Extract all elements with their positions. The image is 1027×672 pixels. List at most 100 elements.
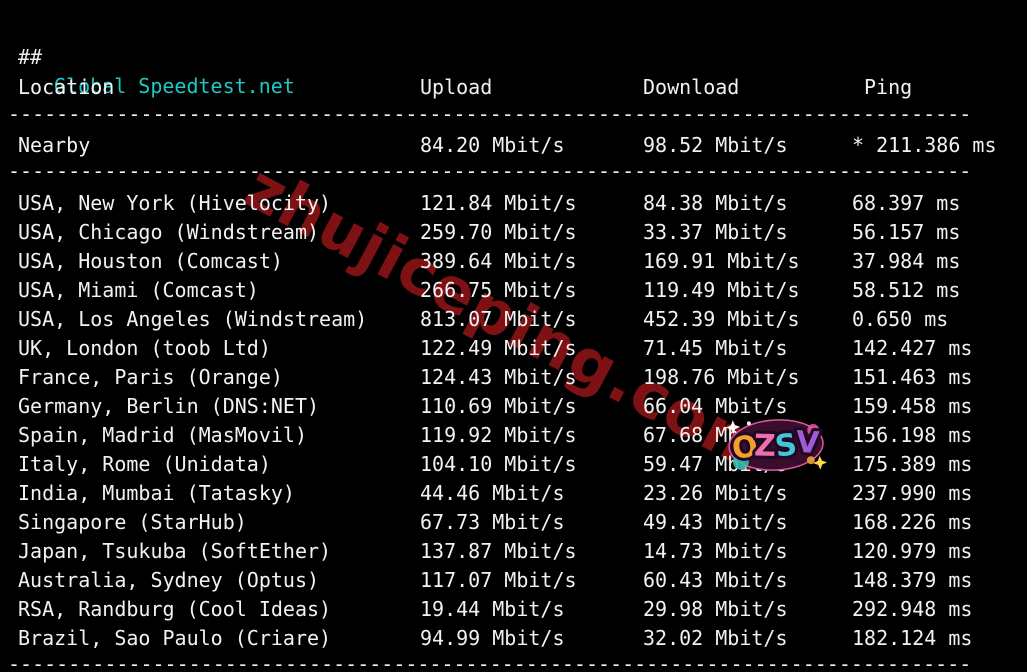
speed-row: Japan, Tsukuba (SoftEther) 137.87 Mbit/s… [0, 537, 1027, 566]
location-cell: Italy, Rome (Unidata) [18, 452, 271, 476]
ping-cell: 142.427 ms [852, 336, 973, 360]
title-text: Global Speedtest.net [54, 74, 295, 98]
nearby-row: Nearby 84.20 Mbit/s 98.52 Mbit/s * 211.3… [0, 131, 1027, 160]
upload-cell: 259.70 Mbit/s [420, 220, 577, 244]
ping-cell: 148.379 ms [852, 568, 973, 592]
download-cell: 84.38 Mbit/s [643, 191, 788, 215]
upload-cell: 117.07 Mbit/s [420, 568, 577, 592]
sparkle-icon [746, 421, 751, 426]
sticker-splat-pink [807, 424, 820, 437]
upload-cell: 266.75 Mbit/s [420, 278, 577, 302]
sticker-splat-teal [732, 453, 749, 470]
ping-cell: 37.984 ms [852, 249, 961, 273]
ping-cell: 159.458 ms [852, 394, 973, 418]
location-cell: India, Mumbai (Tatasky) [18, 481, 295, 505]
ping-cell: 68.397 ms [852, 191, 961, 215]
download-cell: 14.73 Mbit/s [643, 539, 788, 563]
sticker-splat-orange [806, 456, 815, 465]
separator-line: ----------------------------------------… [8, 102, 972, 126]
location-cell: RSA, Randburg (Cool Ideas) [18, 597, 332, 621]
location-cell: USA, Miami (Comcast) [18, 278, 259, 302]
header-ping: Ping [864, 75, 913, 99]
download-cell: 29.98 Mbit/s [643, 597, 788, 621]
speed-row: USA, New York (Hivelocity) 121.84 Mbit/s… [0, 189, 1027, 218]
sparkle-icon [813, 455, 828, 470]
sparkle-icon [726, 420, 741, 435]
download-cell: 452.39 Mbit/s [643, 307, 800, 331]
sticker-letter: V [795, 425, 821, 461]
upload-cell: 104.10 Mbit/s [420, 452, 577, 476]
speed-row: Italy, Rome (Unidata) 104.10 Mbit/s 59.4… [0, 450, 1027, 479]
speed-row: Brazil, Sao Paulo (Criare) 94.99 Mbit/s … [0, 624, 1027, 653]
speed-row: USA, Houston (Comcast) 389.64 Mbit/s 169… [0, 247, 1027, 276]
location-cell: USA, Chicago (Windstream) [18, 220, 320, 244]
header-location: Location [18, 75, 115, 99]
separator-line: ----------------------------------------… [8, 159, 972, 183]
title-hash-prefix: ## [18, 45, 43, 69]
ping-cell: * 211.386 ms [852, 133, 997, 157]
upload-cell: 110.69 Mbit/s [420, 394, 577, 418]
download-cell: 119.49 Mbit/s [643, 278, 800, 302]
separator-line: ----------------------------------------… [8, 652, 972, 672]
table-header-row: Location Upload Download Ping [0, 73, 1027, 102]
download-cell: 98.52 Mbit/s [643, 133, 788, 157]
report-title: ## Global Speedtest.net [0, 14, 1027, 98]
download-cell: 66.04 Mbit/s [643, 394, 788, 418]
speed-row: Germany, Berlin (DNS:NET) 110.69 Mbit/s … [0, 392, 1027, 421]
download-cell: 198.76 Mbit/s [643, 365, 800, 389]
upload-cell: 119.92 Mbit/s [420, 423, 577, 447]
ping-cell: 151.463 ms [852, 365, 973, 389]
location-cell: Germany, Berlin (DNS:NET) [18, 394, 320, 418]
location-cell: Singapore (StarHub) [18, 510, 247, 534]
ping-cell: 175.389 ms [852, 452, 973, 476]
location-cell: Australia, Sydney (Optus) [18, 568, 320, 592]
upload-cell: 137.87 Mbit/s [420, 539, 577, 563]
speed-row: RSA, Randburg (Cool Ideas) 19.44 Mbit/s … [0, 595, 1027, 624]
ping-cell: 156.198 ms [852, 423, 973, 447]
upload-cell: 813.07 Mbit/s [420, 307, 577, 331]
upload-cell: 94.99 Mbit/s [420, 626, 565, 650]
upload-cell: 122.49 Mbit/s [420, 336, 577, 360]
upload-cell: 44.46 Mbit/s [420, 481, 565, 505]
speed-row: France, Paris (Orange) 124.43 Mbit/s 198… [0, 363, 1027, 392]
ping-cell: 56.157 ms [852, 220, 961, 244]
location-cell: USA, New York (Hivelocity) [18, 191, 332, 215]
location-cell: USA, Houston (Comcast) [18, 249, 283, 273]
location-cell: France, Paris (Orange) [18, 365, 283, 389]
ping-cell: 0.650 ms [852, 307, 949, 331]
upload-cell: 121.84 Mbit/s [420, 191, 577, 215]
speed-row: India, Mumbai (Tatasky) 44.46 Mbit/s 23.… [0, 479, 1027, 508]
sticker-blob [728, 419, 824, 471]
ping-cell: 168.226 ms [852, 510, 973, 534]
download-cell: 71.45 Mbit/s [643, 336, 788, 360]
header-download: Download [643, 75, 740, 99]
ping-cell: 120.979 ms [852, 539, 973, 563]
upload-cell: 124.43 Mbit/s [420, 365, 577, 389]
download-cell: 169.91 Mbit/s [643, 249, 800, 273]
speed-row: USA, Chicago (Windstream) 259.70 Mbit/s … [0, 218, 1027, 247]
download-cell: 60.43 Mbit/s [643, 568, 788, 592]
ping-cell: 292.948 ms [852, 597, 973, 621]
location-cell: Spain, Madrid (MasMovil) [18, 423, 307, 447]
speed-row: Singapore (StarHub) 67.73 Mbit/s 49.43 M… [0, 508, 1027, 537]
download-cell: 32.02 Mbit/s [643, 626, 788, 650]
download-cell: 23.26 Mbit/s [643, 481, 788, 505]
location-cell: USA, Los Angeles (Windstream) [18, 307, 368, 331]
location-cell: Brazil, Sao Paulo (Criare) [18, 626, 332, 650]
speed-row: Spain, Madrid (MasMovil) 119.92 Mbit/s 6… [0, 421, 1027, 450]
upload-cell: 67.73 Mbit/s [420, 510, 565, 534]
upload-cell: 84.20 Mbit/s [420, 133, 565, 157]
upload-cell: 19.44 Mbit/s [420, 597, 565, 621]
location-cell: UK, London (toob Ltd) [18, 336, 271, 360]
speed-row: UK, London (toob Ltd) 122.49 Mbit/s 71.4… [0, 334, 1027, 363]
speed-row: USA, Los Angeles (Windstream) 813.07 Mbi… [0, 305, 1027, 334]
sticker-letter: Z [754, 428, 776, 463]
location-cell: Nearby [18, 133, 91, 157]
download-cell: 49.43 Mbit/s [643, 510, 788, 534]
speed-row: Australia, Sydney (Optus) 117.07 Mbit/s … [0, 566, 1027, 595]
ping-cell: 58.512 ms [852, 278, 961, 302]
upload-cell: 389.64 Mbit/s [420, 249, 577, 273]
ozsv-sticker: O Z S V [726, 419, 828, 471]
ping-cell: 182.124 ms [852, 626, 973, 650]
